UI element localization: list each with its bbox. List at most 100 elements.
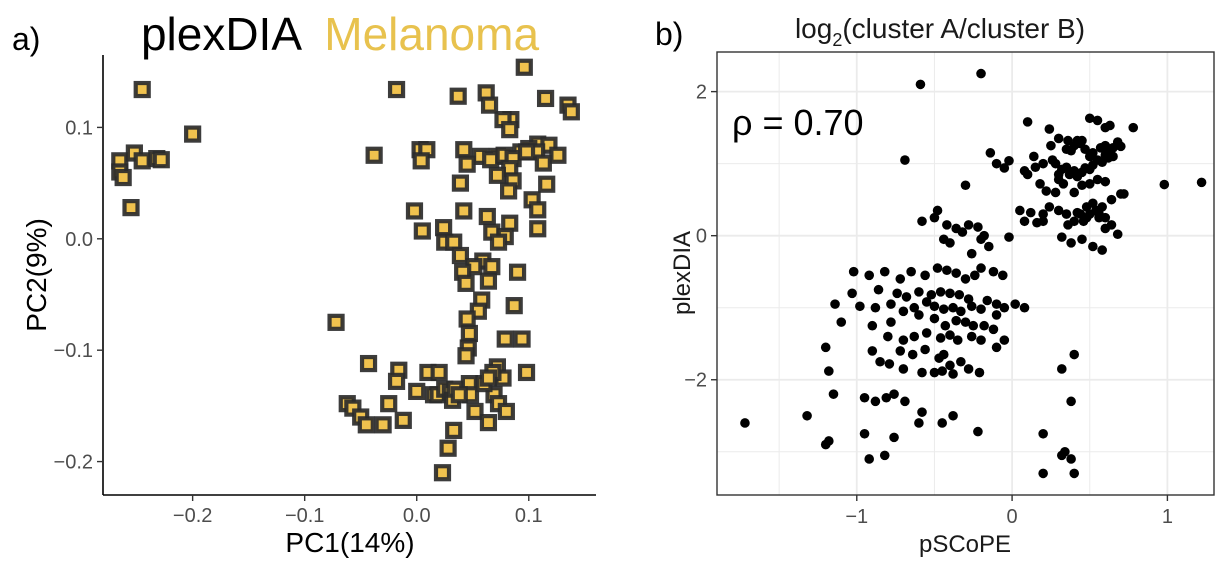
panel-b-point (1069, 468, 1080, 479)
panel-b-point (1038, 216, 1048, 227)
panel-a-point (435, 219, 453, 237)
panel-a-point (387, 80, 406, 99)
panel-b-y-axis-title: plexDIA (669, 231, 696, 315)
panel-b-point (948, 369, 958, 379)
panel-a-point (458, 310, 476, 328)
panel-b-point (1078, 216, 1089, 227)
panel-b-point (1044, 124, 1055, 134)
panel-b-point (999, 335, 1010, 345)
panel-a-point (114, 168, 132, 187)
panel-b-point (1080, 163, 1090, 173)
panel-b-y-tick-label: 2 (696, 82, 707, 104)
panel-b-point (1029, 151, 1039, 162)
panel-a-point (500, 182, 518, 200)
panel-b-point (1053, 205, 1064, 216)
panel-b-point (997, 270, 1008, 281)
panel-b-point (886, 317, 896, 327)
panel-b-point (830, 299, 840, 309)
panel-b-y-ticks: −2 0 2 (684, 82, 717, 392)
panel-b-point (881, 392, 892, 403)
panel-b-point (960, 180, 971, 191)
panel-a-point (536, 89, 555, 108)
panel-a-point (133, 80, 151, 99)
panel-b-point (982, 295, 993, 306)
panel-b-point (1015, 205, 1025, 216)
panel-b-point (914, 310, 924, 320)
panel-b-point (935, 333, 946, 343)
panel-b-point (1077, 135, 1087, 146)
panel-b-point (802, 410, 812, 421)
panel-a-y-tick-label: −0.2 (54, 452, 93, 474)
panel-a-point (534, 154, 552, 172)
panel-b-point (906, 266, 916, 277)
panel-a-point (455, 202, 473, 220)
panel-b-point (920, 270, 930, 281)
panel-b-point (1038, 428, 1048, 439)
panel-a-point (122, 199, 140, 217)
panel-a-point (455, 141, 473, 159)
panel-a-point (479, 272, 498, 290)
panel-b-point (976, 335, 986, 345)
panel-a-point (433, 464, 452, 482)
panel-b-point (929, 367, 940, 378)
panel-a-point (184, 125, 202, 143)
panel-b-point (898, 335, 909, 345)
panel-b-title-log: log (795, 13, 832, 44)
panel-b-point (929, 313, 940, 324)
panel-b-point (1196, 177, 1207, 188)
panel-b-point (974, 367, 985, 378)
panel-a-point (450, 386, 468, 404)
panel-b-point (1088, 241, 1098, 252)
panel-b-point (1019, 302, 1030, 313)
panel-b-title: log2(cluster A/cluster B) (795, 13, 1085, 50)
panel-b-point (1108, 151, 1118, 162)
panel-b-point (1022, 169, 1033, 180)
panel-b-point (1056, 364, 1067, 374)
panel-a-point (515, 58, 533, 76)
panel-b-point (991, 310, 1002, 320)
panel-a-x-ticks: −0.2 −0.1 0.0 0.1 (173, 495, 543, 527)
panel-b-point (963, 364, 974, 374)
panel-b-point (1046, 140, 1056, 151)
panel-a-point (357, 416, 375, 434)
panel-b-point (951, 268, 961, 278)
panel-a-point (152, 151, 170, 169)
panel-b-point (945, 288, 955, 299)
panel-a-point (508, 263, 527, 281)
panel-a-point (327, 313, 345, 331)
panel-b-point (966, 248, 977, 259)
panel-b-point (1084, 179, 1095, 189)
panel-b-point (988, 266, 999, 277)
panel-b-point (1069, 187, 1080, 198)
panel-b-point (1041, 186, 1052, 196)
panel-a-point (451, 174, 470, 192)
panel-a-point (413, 222, 431, 240)
panel-b-point (907, 349, 918, 360)
panel-a-y-axis-title: PC2(9%) (21, 218, 52, 332)
panel-a-letter: a) (12, 21, 40, 57)
panel-a-point (445, 233, 463, 251)
panel-b-point (1064, 169, 1075, 180)
panel-b-point (914, 287, 924, 297)
panel-b-point (867, 346, 878, 356)
panel-b-point (948, 410, 958, 421)
panel-a-point (562, 103, 580, 121)
panel-b-point (1019, 216, 1030, 227)
panel-b-point (966, 331, 977, 342)
panel-b-x-ticks: −1 0 1 (845, 495, 1173, 528)
panel-b-point (1088, 160, 1098, 170)
panel-b-point (914, 418, 924, 428)
panel-b-point (1066, 396, 1076, 407)
panel-a-point (430, 363, 448, 382)
panel-b-point (935, 287, 946, 297)
panel-b-point (1044, 202, 1055, 212)
panel-b-x-tick-label: 1 (1162, 506, 1173, 528)
panel-a-y-ticks: −0.2 −0.1 0.0 0.1 (54, 117, 103, 474)
panel-b-title-subscript: 2 (832, 30, 842, 50)
panel-b-point (1050, 187, 1061, 198)
panel-b-point (859, 392, 870, 403)
panel-a-y-tick-label: 0.1 (65, 117, 93, 139)
panel-b-point (895, 274, 906, 284)
panel-a-point (480, 96, 499, 114)
panel-b-x-tick-label: 0 (1007, 506, 1018, 528)
